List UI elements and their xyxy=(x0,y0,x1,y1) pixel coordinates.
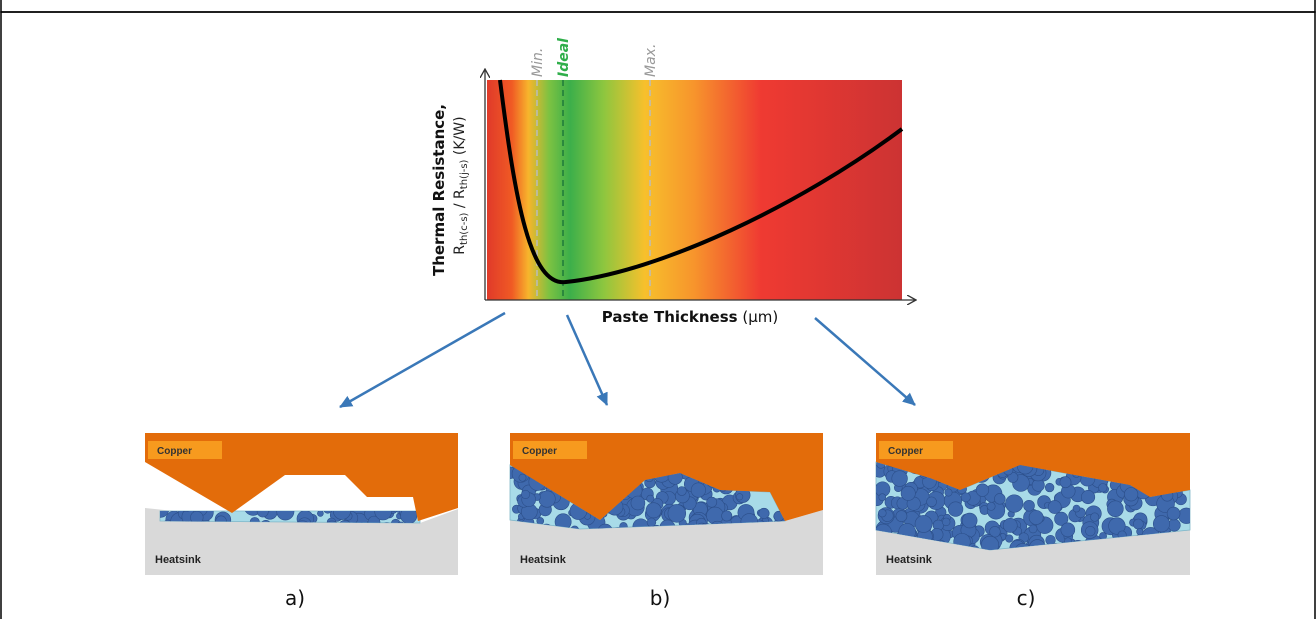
particle xyxy=(631,496,645,510)
sub-part: / R xyxy=(452,189,468,213)
particle xyxy=(948,502,963,517)
heat-gradient xyxy=(487,80,902,300)
particle xyxy=(1024,500,1035,511)
particle xyxy=(759,508,769,518)
particle xyxy=(1073,505,1080,512)
particle xyxy=(691,483,706,498)
particle xyxy=(1060,477,1071,488)
particle xyxy=(1029,510,1043,524)
sub-part: th(c-s) xyxy=(459,212,470,244)
particle xyxy=(1124,488,1138,502)
heatsink-label: Heatsink xyxy=(520,554,567,566)
x-title-bold: Paste Thickness xyxy=(602,308,738,326)
particle xyxy=(1153,516,1169,532)
min-label: Min. xyxy=(530,48,546,77)
particle xyxy=(945,489,952,496)
interface-panel: Copper Heatsink b) xyxy=(505,433,823,610)
max-label: Max. xyxy=(643,44,659,77)
particle xyxy=(927,497,937,507)
particle xyxy=(901,486,915,500)
sub-part: R xyxy=(452,245,468,255)
arrow xyxy=(815,318,915,405)
x-title-unit: (µm) xyxy=(738,308,779,326)
particle xyxy=(521,490,529,498)
particle xyxy=(1046,535,1056,545)
particle xyxy=(1167,507,1180,520)
particle xyxy=(1090,513,1099,522)
particle xyxy=(915,515,932,532)
particle xyxy=(961,493,970,502)
particle xyxy=(1133,519,1143,529)
copper-label: Copper xyxy=(888,446,923,457)
ideal-label: Ideal xyxy=(556,38,572,77)
graph: Min. Ideal Max. Thermal Resistance, Rth(… xyxy=(430,38,915,326)
copper-label: Copper xyxy=(157,446,192,457)
particle xyxy=(878,509,886,517)
particle xyxy=(539,491,555,507)
caption: b) xyxy=(650,586,671,610)
particle xyxy=(942,518,950,526)
top-strip xyxy=(1,0,1315,12)
particle xyxy=(896,511,907,522)
y-axis-title: Thermal Resistance, xyxy=(430,104,448,276)
particle xyxy=(1178,508,1194,524)
interface-panel: Copper Heatsink a) xyxy=(145,433,458,610)
particle xyxy=(1003,518,1017,532)
particle xyxy=(537,517,544,524)
particle xyxy=(707,497,717,507)
particle xyxy=(1048,500,1061,513)
copper-label: Copper xyxy=(522,446,557,457)
particle xyxy=(1029,525,1037,533)
particle xyxy=(519,474,526,481)
particle xyxy=(892,471,908,487)
figure: Min. Ideal Max. Thermal Resistance, Rth(… xyxy=(0,0,1316,619)
caption: c) xyxy=(1017,586,1036,610)
sub-part: (K/W) xyxy=(452,116,468,159)
particle xyxy=(668,504,686,522)
heatsink-label: Heatsink xyxy=(155,554,202,566)
particle xyxy=(647,495,654,502)
heatsink-label: Heatsink xyxy=(886,554,933,566)
particle xyxy=(1085,526,1095,536)
particle xyxy=(962,513,977,528)
x-axis-title: Paste Thickness (µm) xyxy=(602,308,778,326)
panels: Copper Heatsink a) Copper Heatsink b) Copper He… xyxy=(145,433,1194,610)
particle xyxy=(1107,501,1123,517)
y-axis-subtitle: Rth(c-s) / Rth(j-s) (K/W) xyxy=(452,94,470,286)
particle xyxy=(976,484,989,497)
particle xyxy=(987,502,995,510)
particle xyxy=(1168,519,1180,531)
particle xyxy=(1005,535,1013,543)
arrow xyxy=(567,315,607,405)
interface-panel: Copper Heatsink c) xyxy=(871,433,1195,610)
particle xyxy=(646,503,661,518)
particle xyxy=(1061,523,1075,537)
particle xyxy=(1005,495,1023,513)
particle xyxy=(1081,490,1095,504)
particle xyxy=(317,510,323,516)
particle xyxy=(736,494,742,500)
arrow xyxy=(340,313,505,407)
particle xyxy=(879,494,886,501)
particle xyxy=(1045,483,1054,492)
particle xyxy=(1099,484,1108,493)
particle xyxy=(722,511,732,521)
particle xyxy=(994,493,1005,504)
particle xyxy=(647,518,656,527)
caption: a) xyxy=(285,586,305,610)
sub-part: th(j-s) xyxy=(459,159,470,189)
